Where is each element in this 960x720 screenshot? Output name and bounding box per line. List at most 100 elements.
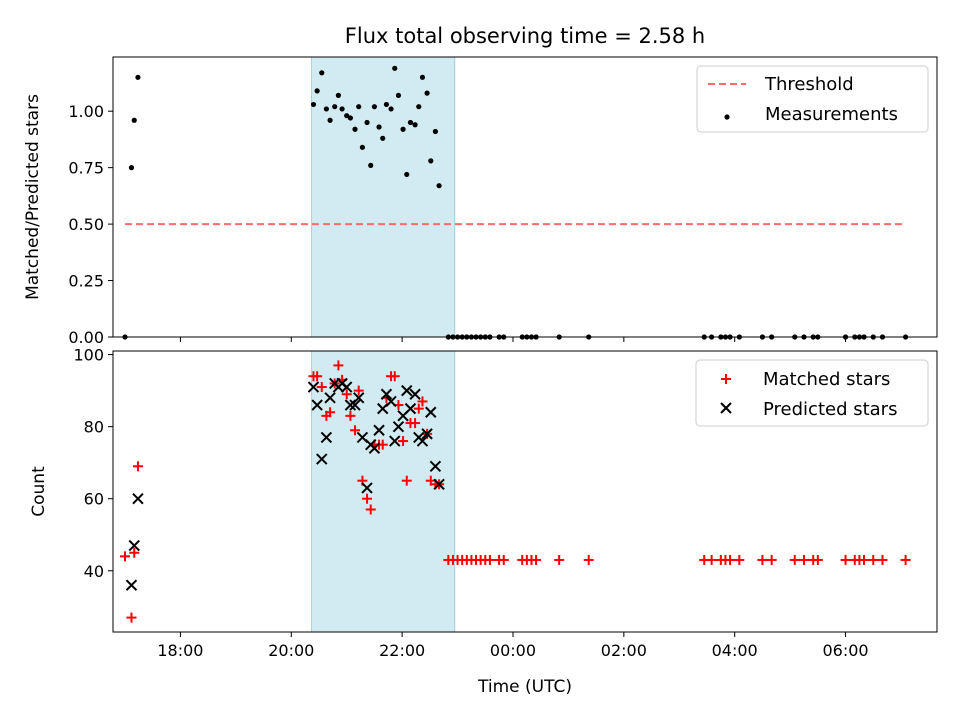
count-y-ticks: 40 60 80 100 <box>73 346 113 581</box>
count-y-tick-label: 80 <box>84 418 104 437</box>
cross-b <box>361 482 373 494</box>
count-points <box>120 360 911 623</box>
cross-b <box>409 388 421 400</box>
predicted-point <box>341 381 353 393</box>
measurement-point <box>400 126 406 132</box>
matched-point <box>812 554 823 565</box>
matched-point <box>900 554 911 565</box>
predicted-point <box>392 420 405 433</box>
time-x-ticks: 18:00 20:00 22:00 00:00 02:00 04:00 06:00 <box>157 632 869 660</box>
measurement-point <box>335 92 341 98</box>
ratio-legend-box <box>696 65 929 133</box>
time-x-tick-label: 22:00 <box>379 641 425 660</box>
predicted-point <box>429 460 442 472</box>
ratio-y-tick-label: 0.00 <box>68 328 104 347</box>
matched-point <box>333 360 344 371</box>
matched-point <box>531 554 542 565</box>
cross-b <box>389 435 401 447</box>
predicted-point <box>353 392 365 404</box>
time-x-tick-label: 02:00 <box>601 641 647 660</box>
matched-point <box>353 385 364 396</box>
predicted-point <box>385 395 397 408</box>
predicted-point <box>316 453 328 465</box>
matched-point <box>325 407 336 418</box>
matched-point <box>129 547 140 558</box>
measurement-point <box>319 70 325 76</box>
cross-b <box>401 384 413 397</box>
matched-point <box>120 551 131 562</box>
measurement-point <box>314 88 320 94</box>
cross-b <box>373 424 385 436</box>
predicted-point <box>125 579 138 591</box>
time-x-tick-label: 06:00 <box>822 641 868 660</box>
matched-point <box>583 554 594 565</box>
matched-point <box>706 554 717 565</box>
matched-point <box>316 382 327 393</box>
cross-b <box>307 381 320 393</box>
measurement-point <box>332 104 338 110</box>
measurement-point <box>395 92 402 98</box>
cross-b <box>311 399 323 411</box>
legend-matched-swatch <box>721 374 731 384</box>
cross-b <box>320 431 333 444</box>
matched-point <box>126 612 137 623</box>
measurement-point <box>392 65 398 71</box>
measurement-point <box>323 106 329 112</box>
predicted-point <box>349 399 361 411</box>
time-x-tick-label: 18:00 <box>157 641 203 660</box>
predicted-point <box>311 399 323 411</box>
cross-b <box>368 442 381 454</box>
legend-plus-mark <box>721 374 731 384</box>
measurement-point <box>131 117 137 123</box>
cross-b <box>128 539 140 552</box>
matched-point <box>840 554 851 565</box>
matched-point <box>398 436 409 447</box>
chart-title: Flux total observing time = 2.58 h <box>345 24 705 48</box>
matched-point <box>554 554 565 565</box>
ratio-legend: Threshold Measurements <box>696 65 929 133</box>
legend-predicted-label: Predicted stars <box>763 399 897 420</box>
measurement-point <box>419 74 426 80</box>
matched-point <box>859 554 870 565</box>
cross-b <box>720 402 732 414</box>
cross-b <box>125 579 138 591</box>
time-x-tick-label: 00:00 <box>490 641 536 660</box>
matched-point <box>345 410 356 421</box>
predicted-point <box>324 392 336 404</box>
matched-point <box>410 418 421 429</box>
matched-point <box>350 425 361 436</box>
count-panel: 40 60 80 100 18:00 20:00 22:00 00:00 02:00 04:00… <box>29 346 938 697</box>
cross-b <box>132 492 144 505</box>
count-y-axis-label: Count <box>29 466 49 517</box>
matched-point <box>498 554 509 565</box>
ratio-y-ticks: 0.00 0.25 0.50 0.75 1.00 <box>68 102 113 347</box>
legend-measurements-swatch <box>724 114 730 120</box>
ratio-y-tick-label: 1.00 <box>68 102 104 121</box>
predicted-point <box>373 424 385 436</box>
matched-point <box>868 554 879 565</box>
cross-b <box>341 381 353 393</box>
predicted-point <box>409 388 421 400</box>
measurement-point <box>416 104 422 110</box>
ratio-panel: 0.00 0.25 0.50 0.75 1.00 Matched/Predicted s… <box>23 56 938 347</box>
legend-predicted-swatch <box>720 402 732 414</box>
matched-point <box>725 554 736 565</box>
predicted-point <box>380 388 393 400</box>
measurement-point <box>388 106 394 112</box>
measurement-point <box>436 183 442 189</box>
ratio-y-axis-label: Matched/Predicted stars <box>23 94 43 300</box>
measurement-point <box>383 101 390 108</box>
cross-b <box>353 392 365 404</box>
matched-point <box>877 554 888 565</box>
ratio-y-tick-label: 0.25 <box>68 272 104 291</box>
predicted-point <box>416 435 429 447</box>
measurement-point <box>347 115 354 121</box>
matched-point <box>734 554 745 565</box>
cross-b <box>349 399 361 411</box>
predicted-point <box>128 539 140 552</box>
predicted-point <box>132 492 144 505</box>
measurement-point <box>339 106 345 112</box>
measurement-point <box>128 165 135 171</box>
count-legend-box <box>695 359 929 427</box>
ratio-x-ticks <box>179 337 847 342</box>
